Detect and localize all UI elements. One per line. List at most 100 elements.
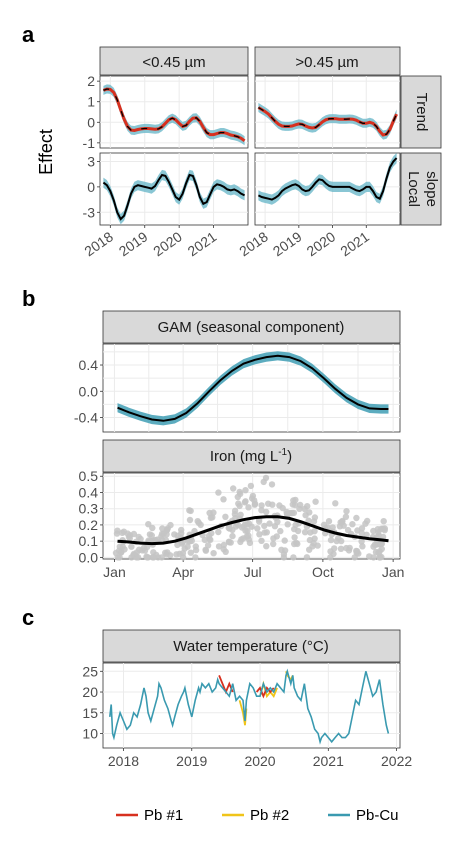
iron-point [363, 531, 370, 538]
iron-point [344, 526, 352, 534]
iron-point [242, 498, 249, 505]
iron-point [258, 537, 265, 544]
iron-point [263, 543, 270, 550]
y-tick-label: 0 [87, 114, 95, 130]
x-tick-label: 2020 [304, 228, 339, 259]
iron-point [290, 554, 297, 561]
iron-point [154, 554, 162, 561]
gam-line [117, 354, 389, 422]
iron-point [251, 501, 258, 508]
iron-point [245, 532, 252, 539]
iron-point [312, 498, 319, 505]
x-tick-label: 2019 [270, 228, 305, 259]
iron-point [242, 487, 249, 494]
iron-point [231, 507, 239, 514]
iron-point [310, 518, 318, 525]
iron-point [349, 521, 356, 528]
facet-label-trend: Trend [413, 93, 430, 132]
iron-point [187, 549, 194, 556]
iron-point [194, 518, 201, 525]
iron-point [145, 521, 152, 528]
panel-b-gam-plot: 0.4 0.0 -0.4 [74, 343, 401, 433]
iron-point [237, 538, 244, 546]
iron-point [230, 485, 237, 492]
facet-label-local: Local [405, 171, 422, 207]
iron-y-tick-label: 0.1 [79, 533, 99, 549]
iron-point [327, 536, 335, 544]
iron-point [358, 538, 365, 545]
iron-point [305, 517, 312, 524]
iron-point [302, 512, 309, 519]
iron-point [291, 534, 298, 541]
iron-point [116, 543, 124, 550]
temp-y-tick-label: 20 [82, 684, 98, 700]
iron-point [210, 550, 217, 557]
iron-point [204, 542, 212, 549]
iron-point [339, 518, 346, 526]
iron-point [284, 521, 291, 528]
temp-x-tick-label: 2020 [244, 753, 275, 769]
iron-point [301, 505, 308, 513]
iron-point [335, 534, 342, 542]
legend-label-pb2: Pb #2 [250, 807, 289, 824]
iron-point [258, 502, 265, 509]
iron-point [215, 489, 222, 496]
iron-point [301, 529, 309, 536]
y-axis-title-effect: Effect [36, 129, 56, 175]
iron-point [337, 545, 345, 552]
facet-label-slope: slope [423, 171, 440, 207]
iron-point [191, 527, 198, 535]
iron-y-tick-label: 0.5 [79, 468, 99, 484]
iron-point [261, 522, 268, 530]
iron-point [215, 528, 222, 536]
slope-line [257, 157, 398, 201]
iron-point [220, 496, 227, 503]
iron-x-tick-label: Jul [244, 564, 262, 580]
facet-strip-gam [102, 310, 401, 344]
iron-point [247, 482, 255, 490]
iron-smooth-line [117, 515, 389, 546]
iron-point [237, 511, 244, 518]
facet-strip-water-temp [102, 629, 401, 663]
iron-point [358, 529, 365, 537]
iron-point [293, 539, 300, 547]
facet-strip-small [99, 46, 249, 76]
iron-point [262, 474, 270, 482]
iron-point [362, 520, 369, 527]
facet-label-small: <0.45 µm [142, 54, 205, 71]
iron-point [268, 481, 276, 488]
iron-point [256, 531, 263, 538]
iron-point [246, 539, 254, 547]
iron-point [119, 529, 126, 536]
y-tick-label: 3 [87, 153, 95, 169]
iron-point [345, 547, 353, 554]
iron-x-tick-label: Oct [312, 564, 334, 580]
iron-point [353, 548, 361, 555]
iron-point [178, 530, 185, 537]
iron-point [270, 535, 277, 542]
iron-point [144, 543, 151, 550]
iron-point [359, 543, 366, 550]
iron-point [229, 532, 236, 540]
iron-point [114, 527, 121, 534]
iron-point [329, 524, 336, 531]
temp-x-tick-label: 2019 [176, 753, 207, 769]
trend-line [103, 88, 245, 142]
iron-point [222, 513, 229, 520]
iron-point [174, 541, 181, 549]
gam-y-tick-label: -0.4 [74, 410, 98, 426]
legend-label-pbcu: Pb-Cu [356, 807, 399, 824]
iron-point [303, 554, 311, 561]
y-tick-label: 1 [87, 94, 95, 110]
gam-y-tick-label: 0.4 [79, 357, 99, 373]
panel-letter-b: b [22, 286, 35, 311]
iron-point [150, 554, 157, 561]
x-tick-label: 2021 [337, 228, 372, 259]
iron-point [121, 546, 128, 553]
iron-point [150, 549, 157, 556]
iron-point [114, 554, 122, 561]
iron-point [343, 508, 350, 515]
iron-point [173, 551, 180, 558]
